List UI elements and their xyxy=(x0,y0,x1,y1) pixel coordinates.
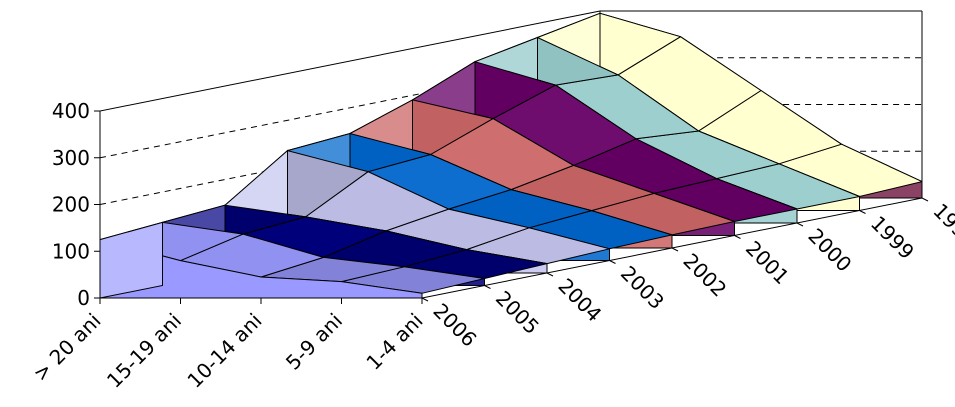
depth-tick-label: 2004 xyxy=(553,274,606,327)
depth-tick-label: 2003 xyxy=(616,261,669,314)
depth-tick-label: 1999 xyxy=(866,211,919,264)
y-tick-label: 300 xyxy=(52,146,90,170)
x-tick-label: 15-19 ani xyxy=(102,309,186,393)
depth-tick-mark xyxy=(734,235,741,239)
depth-tick-label: 2002 xyxy=(678,249,731,302)
depth-tick-label: 2005 xyxy=(491,286,544,339)
depth-tick-label: 2006 xyxy=(428,299,481,352)
depth-tick-mark xyxy=(546,272,554,277)
depth-tick-mark xyxy=(796,222,804,227)
depth-tick-label: 2001 xyxy=(741,236,794,289)
y-tick-label: 400 xyxy=(52,99,90,123)
x-tick-label: 1-4 ani xyxy=(361,309,427,375)
depth-tick-mark xyxy=(484,285,491,289)
depth-tick-mark xyxy=(421,297,429,302)
surface-ribbons xyxy=(99,12,923,299)
depth-tick-label: 1998 xyxy=(928,199,955,252)
series-2006 xyxy=(99,221,485,299)
depth-tick-mark xyxy=(609,260,616,264)
series-side-face xyxy=(99,221,163,299)
depth-tick-mark xyxy=(859,210,866,214)
y-tick-label: 100 xyxy=(52,239,90,263)
x-tick-label: 10-14 ani xyxy=(182,309,266,393)
y-axis: 0 100 200 300 400 xyxy=(52,99,101,310)
depth-tick-mark xyxy=(671,247,679,252)
depth-tick-mark xyxy=(921,197,929,202)
x-tick-label: > 20 ani xyxy=(28,309,105,386)
depth-tick-label: 2000 xyxy=(803,224,856,277)
y-tick-label: 0 xyxy=(77,286,90,310)
y-tick-label: 200 xyxy=(52,193,90,217)
x-tick-label: 5-9 ani xyxy=(281,309,347,375)
